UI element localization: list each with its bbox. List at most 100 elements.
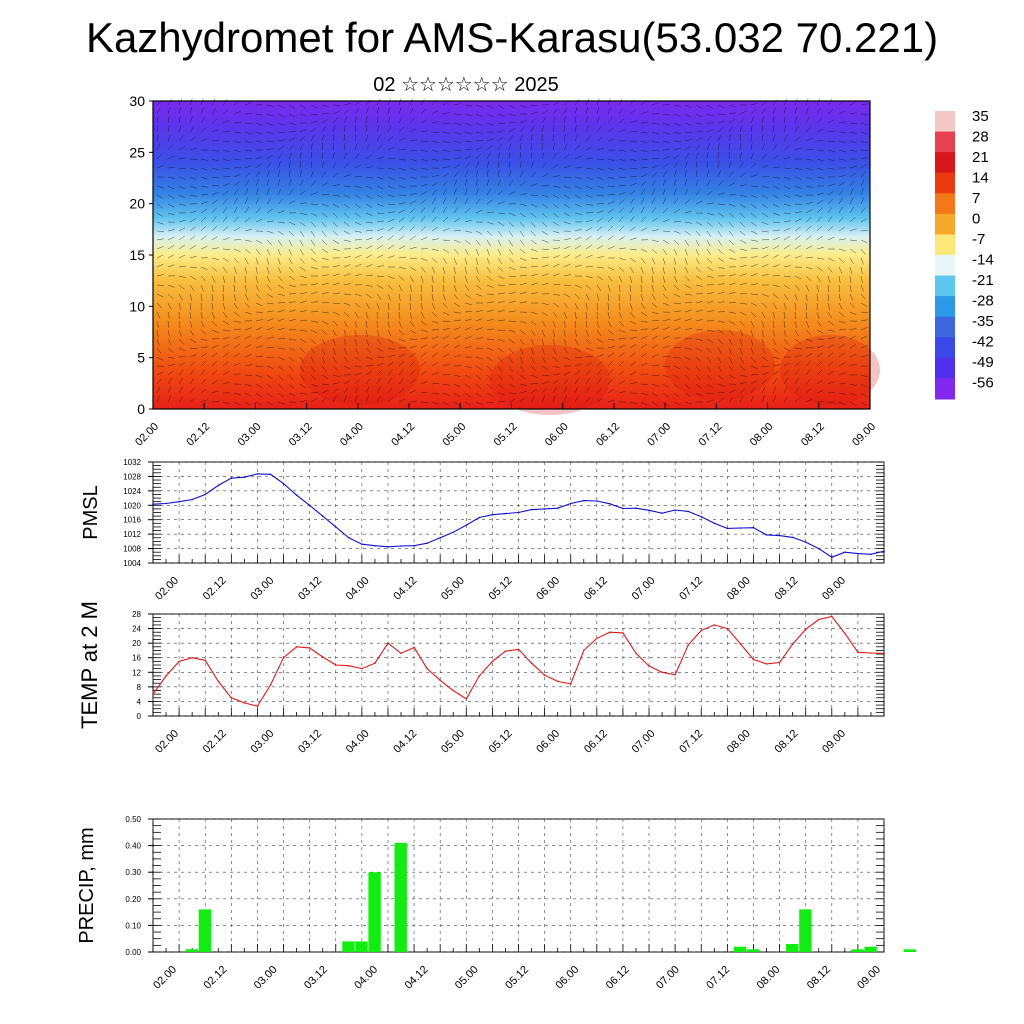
wind-barb	[365, 284, 373, 287]
x-tick-label: 07.00	[630, 728, 658, 756]
wind-barb	[486, 347, 494, 351]
wind-barb	[662, 335, 670, 340]
wind-barb	[321, 119, 329, 124]
wind-barb	[761, 347, 767, 355]
wind-barb	[376, 176, 384, 180]
wind-barb	[530, 125, 535, 133]
wind-barb	[838, 248, 846, 252]
wind-barb	[640, 275, 643, 283]
wind-barb	[464, 230, 472, 233]
wind-barb	[651, 149, 659, 152]
wind-barb	[640, 111, 648, 115]
data-point	[700, 516, 703, 518]
precip-bar	[342, 941, 355, 952]
wind-barb	[420, 236, 428, 241]
wind-barb	[706, 128, 714, 133]
wind-barb	[662, 365, 670, 368]
wind-barb	[321, 390, 329, 394]
wind-barb	[288, 221, 296, 226]
wind-barb	[376, 116, 379, 124]
wind-barb	[651, 275, 654, 283]
wind-barb	[739, 282, 747, 286]
wind-barb	[156, 320, 159, 328]
wind-barb	[200, 346, 208, 349]
wind-barb	[728, 396, 734, 403]
wind-barb	[354, 293, 362, 297]
wind-barb	[585, 125, 589, 133]
wind-barb	[563, 378, 569, 385]
wind-barb	[222, 266, 228, 273]
wind-barb	[805, 302, 807, 311]
wind-barb	[167, 329, 170, 337]
wind-barb	[651, 293, 656, 301]
wind-barb	[552, 311, 558, 318]
wind-barb	[431, 275, 434, 283]
wind-barb	[277, 153, 283, 160]
wind-barb	[332, 152, 335, 160]
wind-barb	[761, 338, 765, 346]
wind-barb	[563, 107, 568, 115]
wind-barb	[222, 226, 229, 232]
wind-barb	[783, 320, 786, 328]
y-tick-label: 1020	[123, 501, 141, 510]
wind-barb	[739, 329, 744, 337]
wind-barb	[222, 149, 230, 153]
wind-barb	[255, 188, 259, 196]
wind-barb	[783, 377, 788, 385]
precip-bar	[733, 946, 747, 952]
wind-barb	[640, 392, 648, 396]
wind-barb	[552, 347, 557, 355]
x-tick-label: 03.00	[248, 728, 276, 756]
wind-barb	[838, 131, 847, 133]
wind-barb	[684, 401, 692, 405]
wind-barb	[541, 256, 549, 259]
wind-barb	[761, 203, 768, 209]
wind-barb	[310, 398, 318, 403]
data-point	[791, 643, 794, 645]
wind-barb	[651, 239, 659, 243]
wind-barb	[750, 185, 759, 187]
wind-barb	[794, 275, 802, 280]
wind-barb	[717, 365, 723, 372]
data-point	[883, 652, 885, 655]
wind-barb	[354, 221, 362, 226]
x-tick-label: 09.00	[850, 421, 878, 449]
wind-barb	[497, 189, 504, 196]
wind-barb	[486, 170, 489, 178]
precip-bar	[903, 949, 916, 952]
x-tick-label: 02.12	[201, 728, 229, 756]
wind-barb	[464, 208, 471, 214]
wind-barb	[684, 221, 692, 224]
wind-barb	[739, 273, 747, 277]
wind-barb	[541, 109, 548, 115]
wind-barb	[618, 338, 627, 340]
wind-barb	[288, 318, 296, 322]
wind-barb	[244, 248, 251, 254]
wind-barb	[739, 395, 744, 403]
wind-barb	[453, 188, 457, 196]
wind-barb	[299, 292, 307, 295]
wind-barb	[189, 266, 198, 269]
wind-barb	[761, 395, 765, 403]
wind-barb	[783, 107, 786, 115]
wind-barb	[332, 212, 339, 218]
wind-barb	[640, 197, 645, 205]
wind-barb	[508, 266, 516, 271]
wind-barb	[189, 176, 197, 180]
wind-barb	[607, 107, 612, 115]
wind-barb	[431, 401, 439, 405]
wind-barb	[365, 274, 373, 277]
wind-barb	[321, 282, 329, 286]
wind-barb	[772, 212, 780, 216]
data-point	[765, 534, 768, 536]
wind-barb	[530, 194, 539, 196]
wind-barb	[596, 378, 602, 385]
wind-barb	[178, 356, 187, 358]
wind-barb	[354, 395, 358, 403]
wind-barb	[662, 113, 670, 116]
wind-barb	[519, 134, 523, 142]
wind-barb	[761, 356, 768, 362]
wind-barb	[442, 275, 445, 283]
wind-barb	[343, 116, 348, 124]
wind-barb	[475, 266, 479, 274]
